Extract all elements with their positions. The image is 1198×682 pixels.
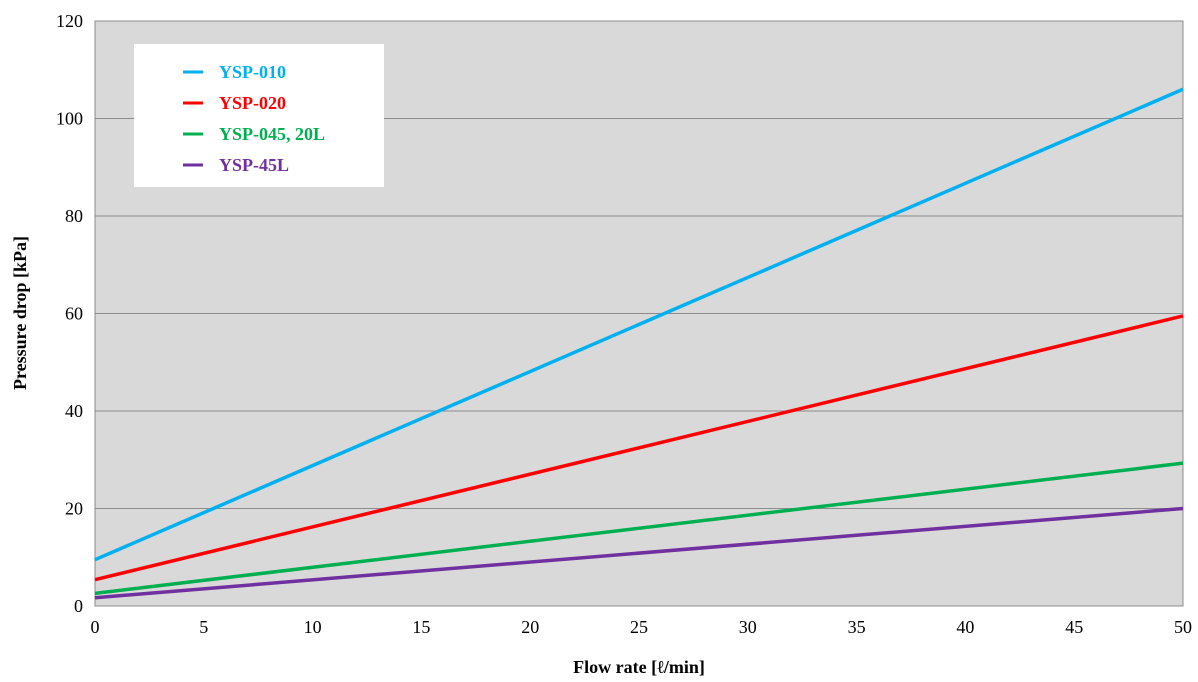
x-tick-label: 50 bbox=[1174, 617, 1192, 637]
x-tick-label: 5 bbox=[199, 617, 208, 637]
x-tick-label: 0 bbox=[91, 617, 100, 637]
legend-label: YSP-010 bbox=[219, 62, 286, 82]
y-tick-label: 40 bbox=[65, 401, 83, 421]
y-tick-label: 100 bbox=[56, 109, 83, 129]
series-line bbox=[94, 314, 1184, 582]
series-line bbox=[94, 461, 1184, 596]
y-tick-label: 20 bbox=[65, 499, 83, 519]
x-tick-label: 40 bbox=[956, 617, 974, 637]
legend-box bbox=[134, 44, 384, 187]
series-line bbox=[94, 87, 1184, 562]
x-tick-label: 45 bbox=[1065, 617, 1083, 637]
y-tick-label: 80 bbox=[65, 206, 83, 226]
y-axis-title: Pressure drop [kPa] bbox=[10, 236, 30, 390]
y-tick-labels: 0 20 40 60 80 100 120 bbox=[56, 11, 83, 616]
x-tick-label: 30 bbox=[739, 617, 757, 637]
series-line bbox=[94, 506, 1184, 600]
y-tick-label: 120 bbox=[56, 11, 83, 31]
legend-label: YSP-45L bbox=[219, 155, 289, 175]
legend-label: YSP-045, 20L bbox=[219, 124, 325, 144]
y-tick-label: 60 bbox=[65, 304, 83, 324]
x-tick-label: 10 bbox=[304, 617, 322, 637]
legend-label: YSP-020 bbox=[219, 93, 286, 113]
x-tick-labels: 0 5 10 15 20 25 30 35 40 45 50 bbox=[91, 617, 1193, 637]
legend: YSP-010 YSP-020 YSP-045, 20L YSP-45L bbox=[183, 62, 325, 175]
y-tick-label: 0 bbox=[74, 596, 83, 616]
x-tick-label: 15 bbox=[412, 617, 430, 637]
x-tick-label: 35 bbox=[848, 617, 866, 637]
series-lines bbox=[94, 87, 1184, 600]
x-axis-title: Flow rate [ℓ/min] bbox=[573, 657, 705, 677]
x-tick-label: 20 bbox=[521, 617, 539, 637]
x-tick-label: 25 bbox=[630, 617, 648, 637]
